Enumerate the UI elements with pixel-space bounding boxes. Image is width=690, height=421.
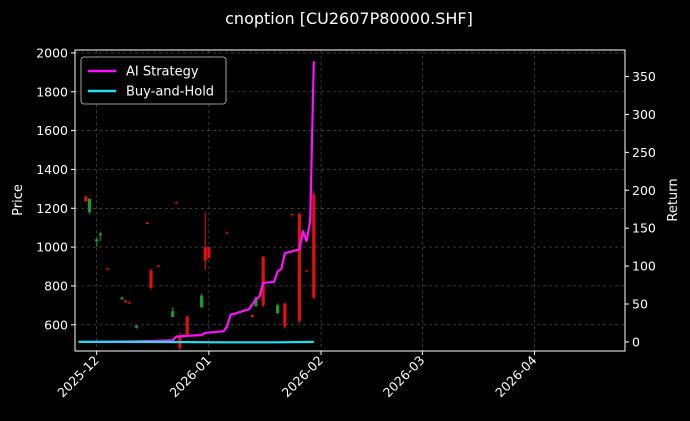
return-series (78, 61, 315, 344)
candle-body (297, 214, 301, 321)
candlestick-series (84, 190, 316, 351)
left-tick-label: 1400 (36, 162, 68, 177)
candle-body (84, 196, 88, 202)
left-tick-label: 600 (44, 317, 68, 332)
candle-body (203, 247, 207, 261)
candle-body (250, 315, 254, 318)
left-tick-label: 1600 (36, 123, 68, 138)
candle-body (185, 317, 189, 335)
candle-body (124, 300, 128, 302)
legend-label-buy-and-hold: Buy-and-Hold (126, 85, 214, 100)
grid-lines (75, 50, 625, 351)
left-tick-label: 1000 (36, 240, 68, 255)
candle-body (304, 270, 309, 272)
legend: AI Strategy Buy-and-Hold (80, 56, 227, 105)
left-tick-label: 1800 (36, 84, 68, 99)
right-tick-label: 150 (632, 221, 656, 236)
candle-body (174, 202, 178, 204)
candle-body (200, 295, 204, 308)
left-tick-label: 2000 (36, 45, 68, 60)
candle-body (276, 305, 280, 314)
right-tick-label: 100 (632, 259, 656, 274)
plot-frame (74, 49, 626, 352)
candle-body (254, 297, 258, 307)
legend-label-ai-strategy: AI Strategy (126, 65, 199, 80)
candle-body (312, 194, 316, 298)
candle-body (225, 232, 229, 234)
right-axis-title: Return (666, 178, 681, 221)
candle-body (120, 297, 124, 300)
candle-body (290, 214, 294, 216)
candle-body (283, 303, 287, 327)
right-tick-label: 200 (632, 183, 656, 198)
candle-body (145, 222, 149, 225)
left-axis-title: Price (11, 184, 26, 216)
candle-body (134, 325, 139, 328)
candle-body (105, 268, 110, 270)
ai-strategy-line (78, 61, 315, 343)
candle-body (87, 198, 92, 213)
candle-body (149, 270, 153, 288)
left-y-axis: 600 800 1000 1200 1400 1600 1800 2000 (36, 45, 75, 332)
candle-body (127, 302, 131, 304)
right-tick-label: 300 (632, 107, 656, 122)
candle-body (171, 311, 175, 318)
left-tick-label: 800 (44, 278, 68, 293)
right-tick-label: 350 (632, 69, 656, 84)
candle-body (207, 247, 211, 258)
chart-title: cnoption [CU2607P80000.SHF] (225, 9, 473, 28)
right-tick-label: 250 (632, 145, 656, 160)
candle-body (98, 233, 102, 236)
right-tick-label: 0 (632, 334, 640, 349)
left-tick-label: 1200 (36, 201, 68, 216)
right-tick-label: 50 (632, 296, 648, 311)
right-y-axis: 0 50 100 150 200 250 300 350 (625, 69, 656, 349)
legend-box (80, 56, 227, 105)
candle-body (95, 239, 99, 242)
candle-body (156, 265, 160, 267)
candle-body (261, 256, 265, 306)
